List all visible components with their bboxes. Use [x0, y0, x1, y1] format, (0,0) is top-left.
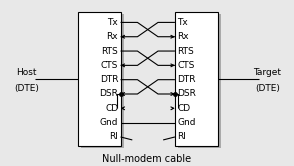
Text: DSR: DSR — [99, 89, 118, 98]
Bar — [178, 14, 221, 148]
Text: DTR: DTR — [100, 75, 118, 84]
Text: (DTE): (DTE) — [255, 84, 280, 93]
Text: Gnd: Gnd — [177, 118, 196, 127]
Text: Host: Host — [16, 68, 37, 77]
Text: CD: CD — [177, 104, 191, 113]
Text: CTS: CTS — [101, 61, 118, 70]
Text: DSR: DSR — [177, 89, 196, 98]
Text: Rx: Rx — [177, 32, 189, 41]
Text: RI: RI — [109, 132, 118, 141]
Text: (DTE): (DTE) — [14, 84, 39, 93]
Text: Null-modem cable: Null-modem cable — [102, 154, 192, 164]
Text: Rx: Rx — [106, 32, 118, 41]
Bar — [175, 12, 218, 146]
Text: Tx: Tx — [177, 18, 188, 27]
Text: RTS: RTS — [177, 46, 194, 56]
Text: RTS: RTS — [101, 46, 118, 56]
Bar — [81, 14, 124, 148]
Text: RI: RI — [177, 132, 186, 141]
Bar — [78, 12, 121, 146]
Text: CD: CD — [105, 104, 118, 113]
Text: Target: Target — [253, 68, 282, 77]
Text: DTR: DTR — [177, 75, 196, 84]
Text: Tx: Tx — [107, 18, 118, 27]
Text: Gnd: Gnd — [100, 118, 118, 127]
Text: CTS: CTS — [177, 61, 195, 70]
